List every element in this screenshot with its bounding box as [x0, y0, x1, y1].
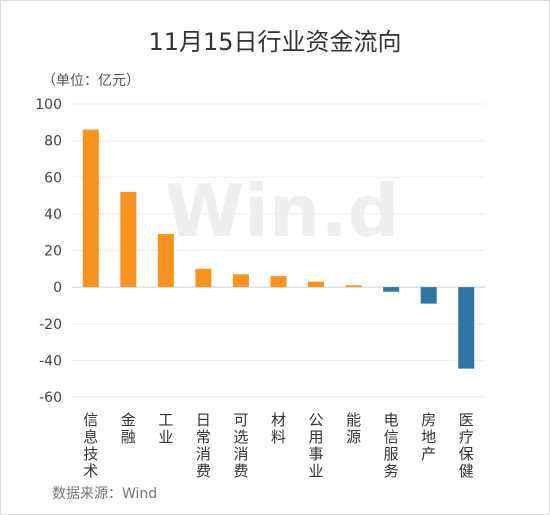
bar	[420, 287, 437, 304]
y-tick-label: 60	[44, 170, 62, 186]
y-tick-label: 100	[35, 97, 62, 113]
x-category-label: 能源	[346, 411, 361, 446]
y-tick-label: -60	[39, 390, 62, 406]
y-tick-label: 20	[44, 244, 62, 260]
bar	[82, 129, 99, 288]
x-category-label: 可选消费	[233, 411, 248, 480]
chart-title: 11月15日行业资金流向	[148, 28, 402, 56]
x-category-label: 工业	[158, 411, 173, 446]
x-category-label: 房地产	[421, 411, 436, 463]
y-tick-label: 40	[44, 207, 62, 223]
x-category-label: 信息技术	[83, 411, 98, 480]
bar	[120, 191, 137, 288]
x-category-label: 金融	[121, 411, 136, 446]
watermark: Win.d	[165, 169, 399, 253]
bar	[345, 285, 362, 288]
bar	[383, 287, 400, 292]
x-category-label: 日常消费	[196, 411, 211, 480]
bars	[82, 129, 475, 369]
bar	[195, 268, 212, 288]
bar	[270, 276, 287, 288]
y-axis-ticks: 100 80 60 40 20 0 -20 -40 -60	[35, 97, 62, 406]
bar	[232, 274, 249, 288]
unit-label: （单位：亿元）	[42, 73, 140, 89]
x-category-label: 电信服务	[384, 411, 399, 480]
bar	[157, 234, 174, 288]
y-tick-label: -40	[39, 353, 62, 369]
bar	[458, 287, 475, 369]
source-label: 数据来源：Wind	[52, 486, 158, 502]
y-tick-label: 0	[53, 280, 62, 296]
bar	[308, 281, 325, 288]
grid-lines	[72, 103, 485, 398]
x-category-label: 材料	[271, 411, 286, 446]
x-category-label: 公用事业	[309, 411, 324, 480]
x-category-label: 医疗保健	[459, 411, 474, 480]
y-tick-label: 80	[44, 134, 62, 150]
y-tick-label: -20	[39, 317, 62, 333]
